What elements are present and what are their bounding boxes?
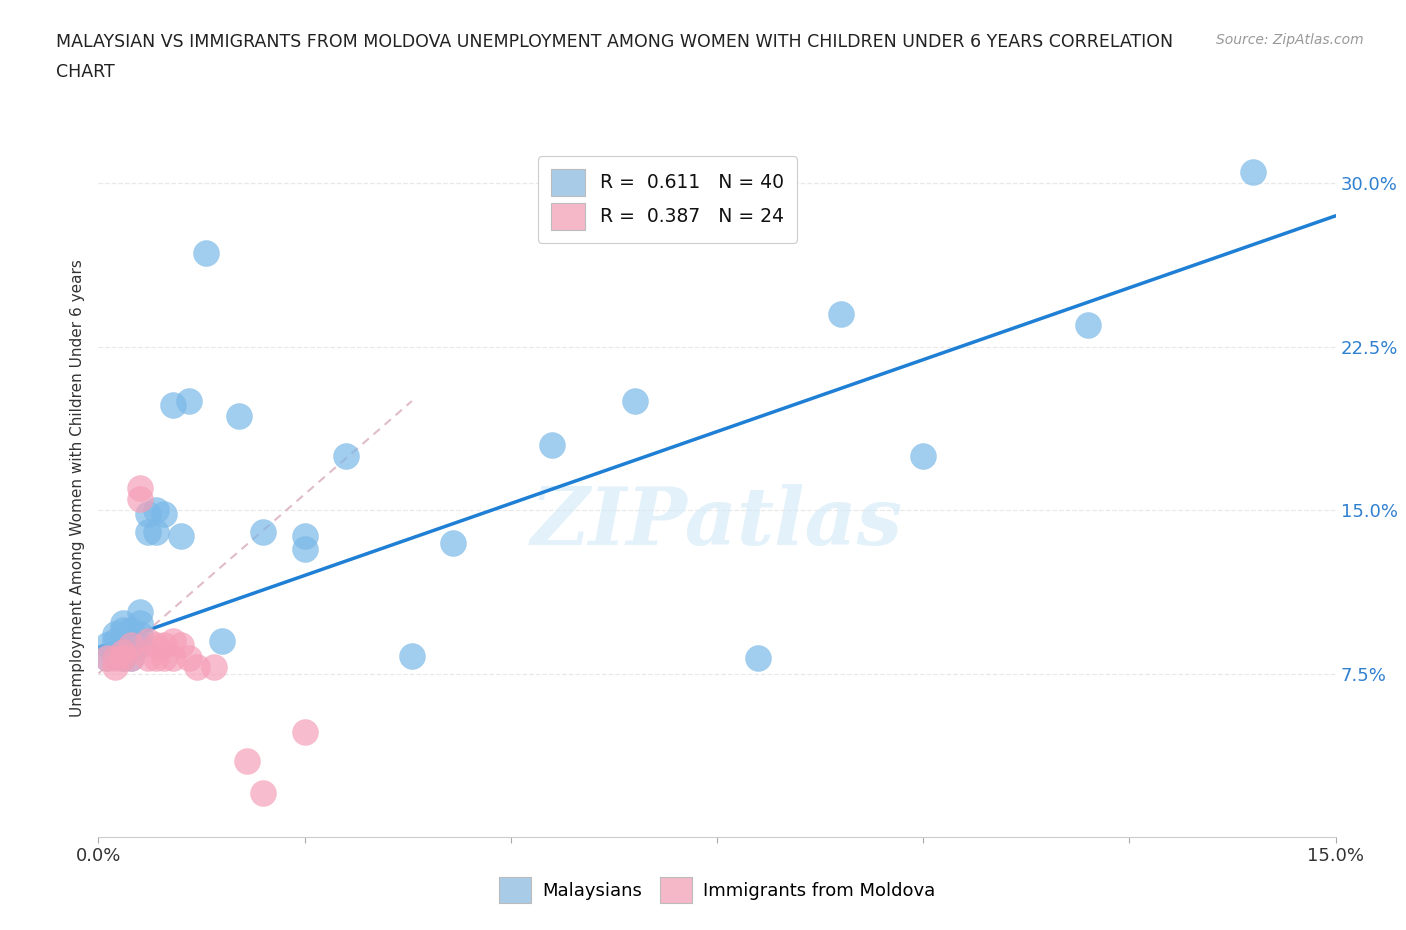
Point	[294, 725, 316, 740]
Text: ZIPatlas: ZIPatlas	[531, 485, 903, 562]
Point	[128, 492, 150, 507]
Point	[162, 651, 184, 666]
Point	[294, 529, 316, 544]
Point	[136, 525, 159, 539]
Point	[179, 651, 201, 666]
Point	[104, 651, 127, 666]
Point	[1241, 165, 1264, 179]
Point	[104, 659, 127, 674]
Point	[96, 651, 118, 666]
Point	[170, 638, 193, 653]
Point	[128, 638, 150, 653]
Point	[179, 393, 201, 408]
Point	[912, 448, 935, 463]
Point	[112, 622, 135, 637]
Point	[104, 648, 127, 663]
Point	[186, 659, 208, 674]
Point	[104, 627, 127, 642]
Point	[96, 651, 118, 666]
Point	[236, 753, 259, 768]
Point	[228, 409, 250, 424]
Point	[112, 651, 135, 666]
Point	[120, 651, 142, 666]
Point	[747, 651, 769, 666]
Point	[128, 481, 150, 496]
Point	[120, 622, 142, 637]
Point	[162, 633, 184, 648]
Point	[145, 525, 167, 539]
Point	[541, 437, 564, 452]
Point	[136, 507, 159, 522]
Point	[136, 633, 159, 648]
Point	[120, 651, 142, 666]
Point	[145, 638, 167, 653]
Point	[335, 448, 357, 463]
Point	[441, 536, 464, 551]
Point	[136, 651, 159, 666]
Point	[96, 638, 118, 653]
Text: MALAYSIAN VS IMMIGRANTS FROM MOLDOVA UNEMPLOYMENT AMONG WOMEN WITH CHILDREN UNDE: MALAYSIAN VS IMMIGRANTS FROM MOLDOVA UNE…	[56, 33, 1174, 50]
Point	[211, 633, 233, 648]
Point	[153, 507, 176, 522]
Point	[128, 616, 150, 631]
Point	[112, 644, 135, 659]
Point	[294, 542, 316, 557]
Point	[112, 616, 135, 631]
Point	[623, 393, 645, 408]
Point	[1077, 317, 1099, 332]
Point	[120, 633, 142, 648]
Point	[830, 307, 852, 322]
Point	[112, 638, 135, 653]
Point	[120, 638, 142, 653]
Point	[170, 529, 193, 544]
Point	[145, 502, 167, 517]
Point	[401, 648, 423, 663]
Point	[112, 651, 135, 666]
Point	[194, 246, 217, 260]
Point	[128, 627, 150, 642]
Point	[252, 525, 274, 539]
Point	[202, 659, 225, 674]
Point	[128, 605, 150, 620]
Legend: Malaysians, Immigrants from Moldova: Malaysians, Immigrants from Moldova	[489, 868, 945, 911]
Text: CHART: CHART	[56, 63, 115, 81]
Point	[153, 638, 176, 653]
Point	[162, 398, 184, 413]
Y-axis label: Unemployment Among Women with Children Under 6 years: Unemployment Among Women with Children U…	[70, 259, 86, 717]
Point	[252, 786, 274, 801]
Point	[153, 651, 176, 666]
Point	[104, 633, 127, 648]
Point	[145, 651, 167, 666]
Text: Source: ZipAtlas.com: Source: ZipAtlas.com	[1216, 33, 1364, 46]
